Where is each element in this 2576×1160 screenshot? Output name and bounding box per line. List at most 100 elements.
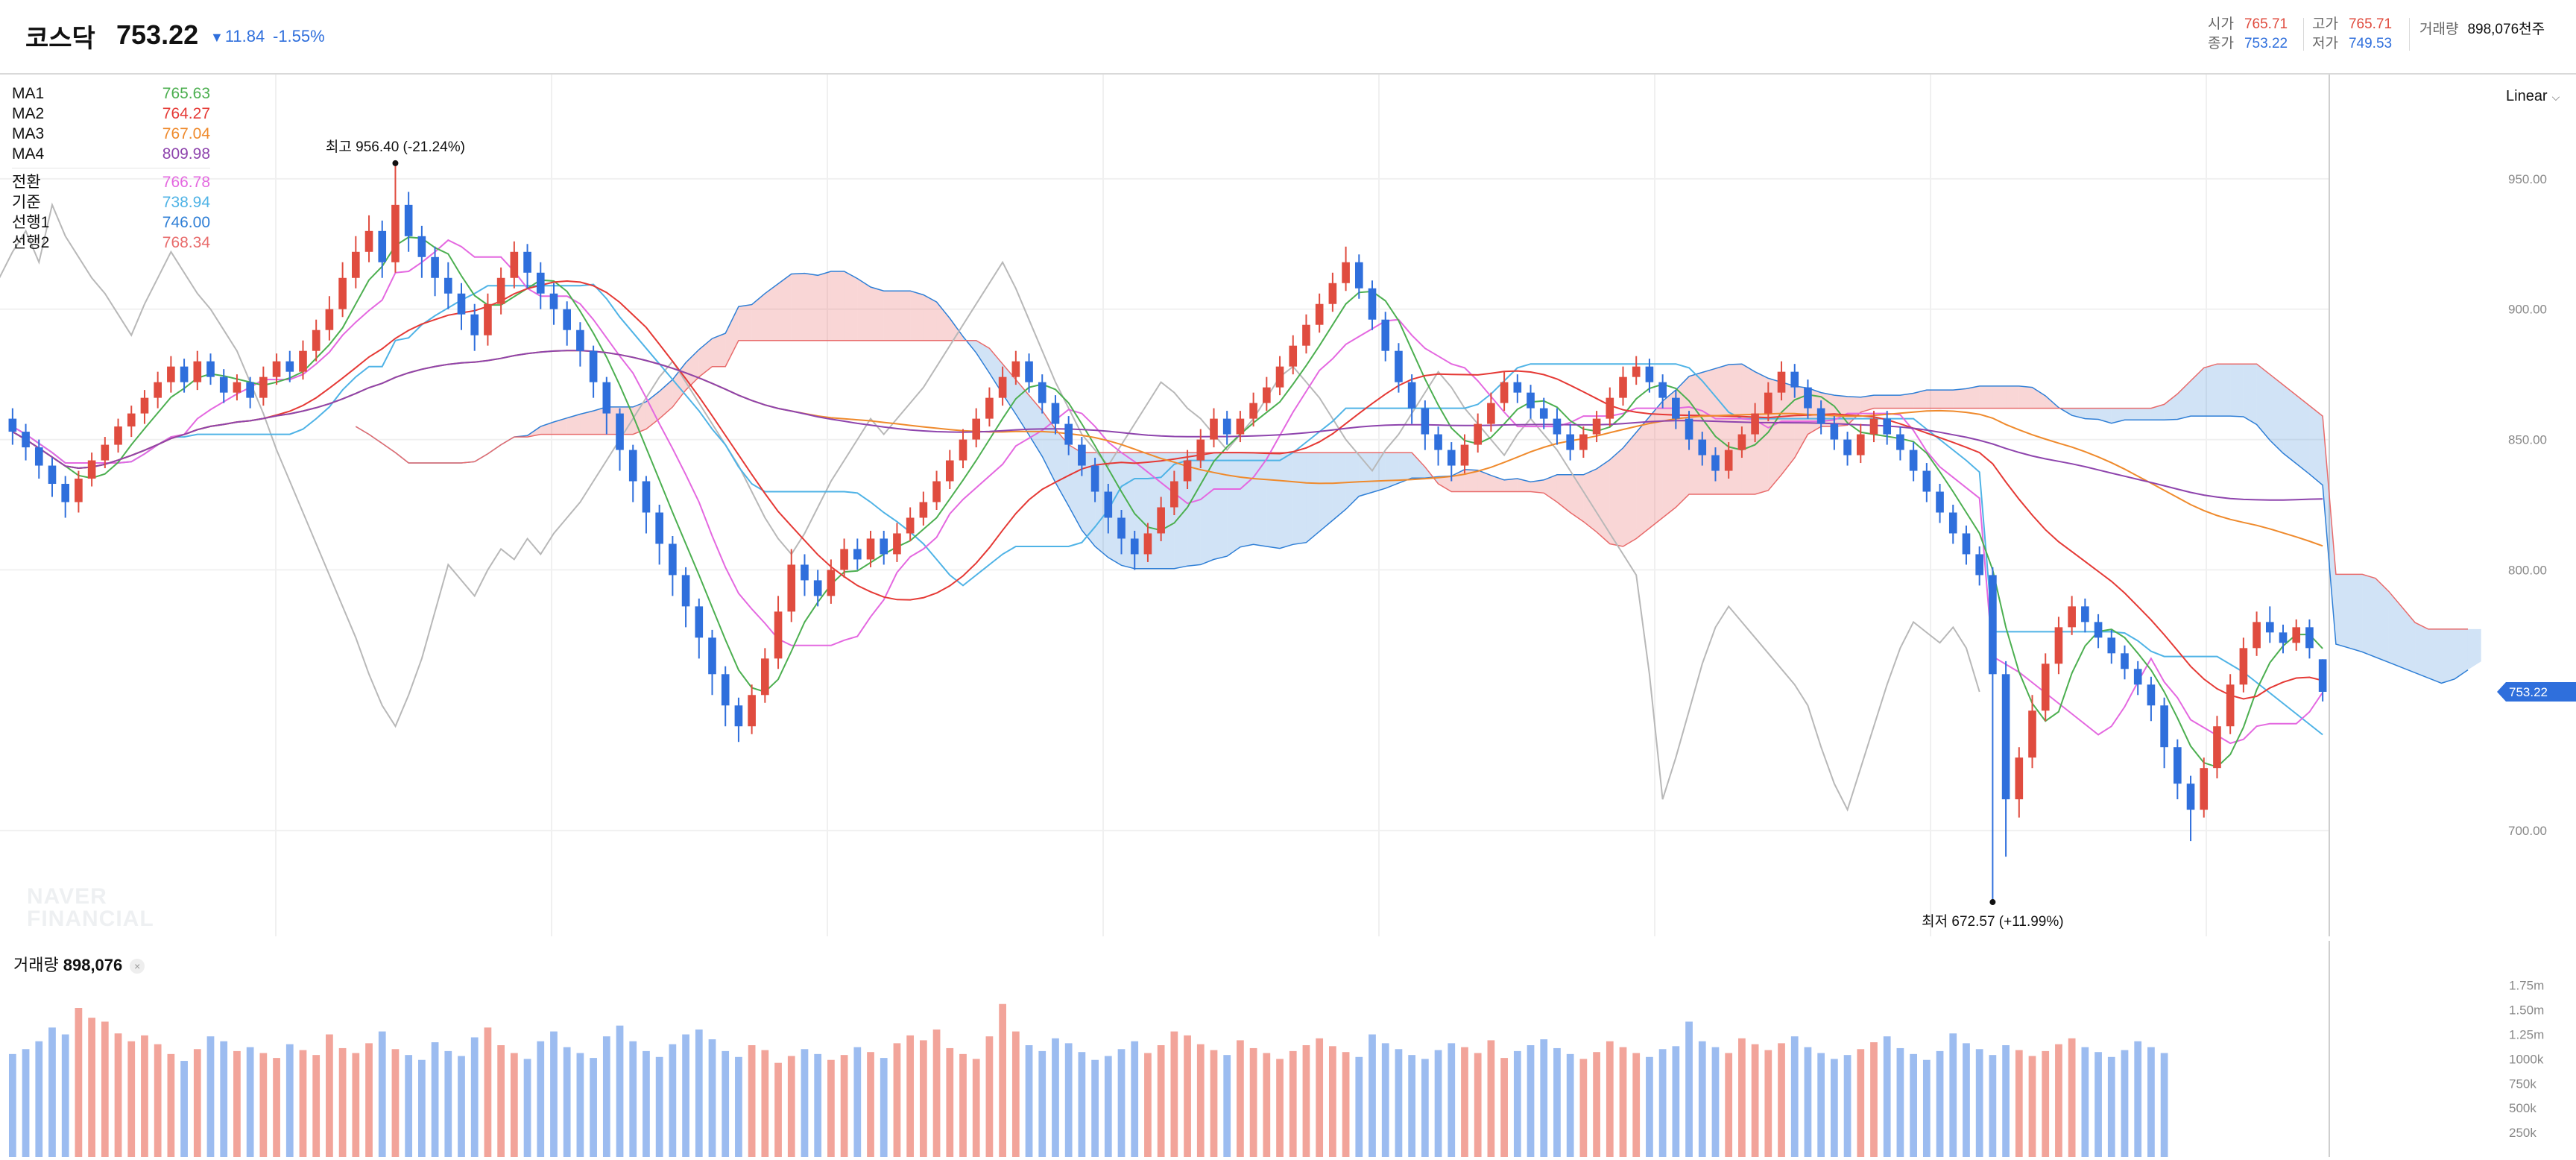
candle-body	[932, 481, 941, 502]
volume-bar	[418, 1059, 426, 1157]
ichimoku-cloud-segment	[580, 411, 594, 435]
y-tick-label: 950.00	[2508, 172, 2547, 186]
ichimoku-cloud-segment	[1517, 479, 1531, 492]
candle-body	[1685, 418, 1693, 440]
volume-bar	[1764, 1050, 1772, 1157]
candle-body	[1816, 408, 1825, 424]
ichimoku-cloud-segment	[950, 318, 963, 341]
candle-body	[101, 444, 110, 461]
y-tick-label: 850.00	[2508, 433, 2547, 447]
ichimoku-cloud-segment	[1438, 476, 1452, 492]
current-price: 753.22	[116, 19, 199, 50]
ichimoku-cloud-segment	[1913, 390, 1927, 409]
ichimoku-cloud-segment	[1847, 396, 1861, 426]
candle-body	[1975, 554, 1983, 576]
ichimoku-cloud-segment	[1715, 365, 1729, 495]
volume-bar	[1131, 1041, 1139, 1157]
volume-bar	[1381, 1043, 1389, 1157]
candle-body	[2200, 768, 2209, 810]
ichimoku-cloud-segment	[2296, 395, 2310, 474]
volume-summary: 거래량 898,076천주	[2419, 18, 2545, 38]
volume-bar	[2107, 1056, 2115, 1157]
volume-bar	[1963, 1043, 1970, 1157]
volume-chart[interactable]: 1.75m 1.50m 1.25m 1000k 750k 500k 250k	[0, 941, 2576, 1160]
candle-body	[880, 538, 888, 555]
high-marker	[392, 160, 399, 166]
ichimoku-cloud-segment	[1979, 385, 1993, 409]
candle-body	[1078, 444, 1086, 466]
ichimoku-cloud-segment	[910, 291, 924, 341]
candle-body	[906, 517, 915, 534]
candle-body	[378, 230, 387, 262]
candle-body	[1315, 303, 1324, 325]
volume-bar	[748, 1045, 756, 1157]
candle-body	[167, 366, 175, 382]
close-label: 종가	[2208, 36, 2234, 51]
ichimoku-cloud-segment	[1939, 390, 1954, 409]
ichimoku-cloud-segment	[844, 271, 858, 341]
candle-body	[325, 309, 334, 330]
volume-bar	[484, 1027, 492, 1157]
ichimoku-cloud-segment	[1055, 429, 1069, 506]
ichimoku-cloud-segment	[1068, 444, 1082, 531]
close-icon[interactable]: ×	[130, 959, 145, 974]
volume-bar	[1263, 1053, 1271, 1157]
ichimoku-cloud-segment	[1253, 453, 1267, 546]
ichimoku-cloud-segment	[2309, 406, 2323, 485]
candle-body	[1592, 418, 1601, 435]
volume-bar	[932, 1029, 941, 1157]
legend-value: 746.00	[162, 214, 210, 231]
volume-bar	[893, 1043, 901, 1157]
volume-bar	[616, 1025, 624, 1157]
candle-body	[2213, 726, 2221, 769]
price-chart[interactable]: 950.00 900.00 850.00 800.00 700.00 최고 956.40 …	[0, 75, 2576, 936]
volume-bar	[444, 1050, 452, 1157]
candle-body	[919, 502, 928, 518]
volume-bar	[1646, 1056, 1653, 1157]
candle-body	[1183, 460, 1192, 482]
volume-bar	[1553, 1047, 1561, 1157]
candle-body	[1790, 371, 1799, 388]
candle-body	[1354, 262, 1363, 289]
volume-bar	[193, 1049, 201, 1157]
candle-body	[1328, 283, 1337, 304]
volume-bar	[431, 1042, 439, 1157]
candle-body	[734, 705, 743, 727]
volume-bar	[801, 1049, 809, 1157]
candle-body	[1553, 418, 1562, 435]
candle-body	[2226, 684, 2235, 727]
volume-bar	[2160, 1053, 2168, 1157]
candle-body	[496, 277, 505, 304]
volume-bar	[1196, 1044, 1205, 1157]
volume-bar	[1487, 1040, 1495, 1157]
volume-bar	[906, 1035, 915, 1157]
candle-body	[1658, 382, 1667, 398]
candle-body	[1724, 450, 1733, 471]
ichimoku-cloud-segment	[1781, 382, 1795, 475]
ichimoku-cloud-segment	[2335, 574, 2349, 649]
candle-body	[246, 382, 254, 398]
volume-tick-label: 1.25m	[2509, 1028, 2544, 1042]
candle-body	[1645, 366, 1654, 382]
legend-label: MA2	[12, 105, 45, 122]
ichimoku-cloud-segment	[2428, 628, 2442, 684]
candle-body	[1447, 450, 1456, 466]
scale-toggle[interactable]: Linear ⌵	[2506, 88, 2560, 105]
ichimoku-cloud-segment	[936, 302, 950, 341]
volume-bar	[1448, 1043, 1456, 1157]
volume-bar	[1408, 1055, 1416, 1157]
candle-body	[2068, 606, 2076, 628]
volume-bar	[2081, 1047, 2089, 1157]
candle-body	[1487, 403, 1495, 424]
volume-bar	[1936, 1050, 1944, 1157]
candle-body	[233, 382, 242, 393]
candle-body	[1038, 382, 1046, 403]
volume-bar	[1566, 1053, 1574, 1157]
ichimoku-cloud-segment	[765, 283, 779, 341]
ichimoku-cloud-segment	[2349, 574, 2363, 652]
candle-body	[1170, 481, 1178, 508]
ichimoku-cloud-segment	[2256, 364, 2270, 441]
volume-bar	[1355, 1056, 1363, 1157]
ichimoku-cloud-segment	[2283, 385, 2296, 464]
candle-body	[761, 658, 769, 696]
